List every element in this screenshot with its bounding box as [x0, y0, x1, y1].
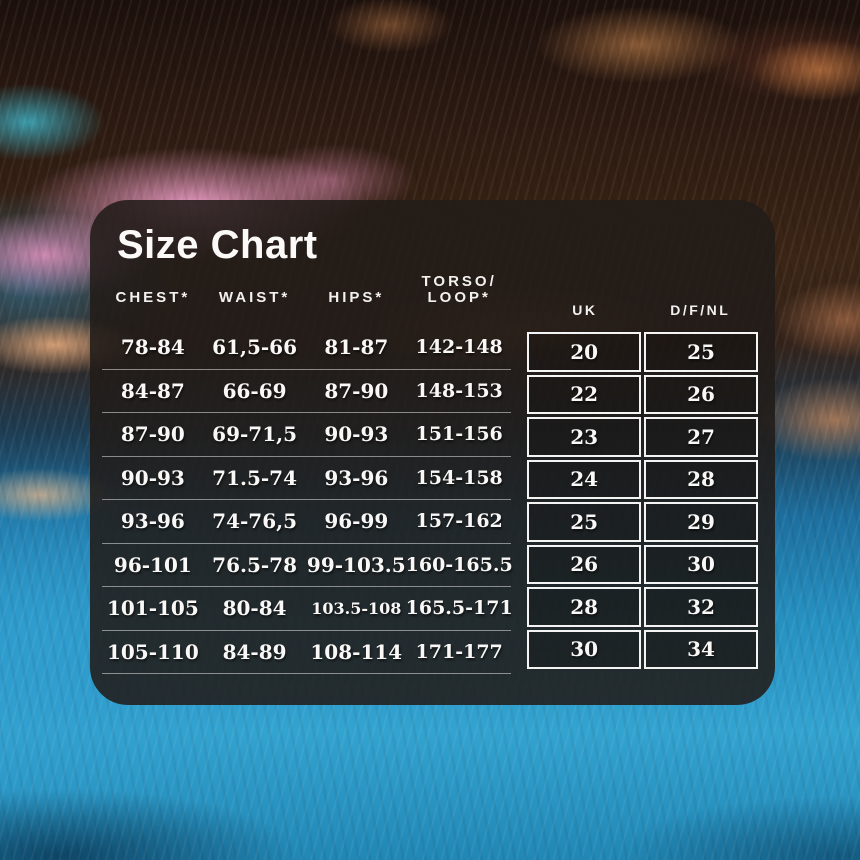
chest-value: 93-96 [102, 500, 204, 544]
torso-loop-column: TORSO/ LOOP* 142-148 148-153 151-156 154… [406, 270, 513, 674]
uk-size-cell: 28 [527, 587, 642, 627]
hips-value: 96-99 [305, 500, 408, 544]
uk-header: UK [572, 302, 598, 318]
hips-value: 93-96 [305, 457, 408, 500]
torso-header-line2: LOOP* [427, 289, 491, 306]
waist-value: 76.5-78 [203, 544, 306, 587]
hips-value: 103.5-108 [305, 587, 408, 631]
dfnl-size-cell: 26 [644, 374, 758, 414]
uk-size-cell: 22 [527, 374, 642, 414]
waist-value: 84-89 [203, 631, 306, 674]
size-chart-panel: Size Chart CHEST* 78-84 84-87 87-90 90-9… [90, 200, 775, 705]
size-table: UK D/F/NL 20 25 22 26 23 27 24 28 25 29 … [527, 270, 758, 674]
hips-column: HIPS* 81-87 87-90 90-93 93-96 96-99 99-1… [305, 270, 408, 674]
uk-size-cell: 25 [527, 502, 642, 542]
dfnl-size-cell: 25 [644, 332, 758, 372]
torso-loop-value: 171-177 [407, 631, 512, 674]
hips-value: 99-103.5 [305, 544, 408, 587]
page-title: Size Chart [117, 223, 318, 267]
size-table-grid: 20 25 22 26 23 27 24 28 25 29 26 30 28 3… [527, 332, 758, 669]
hips-header: HIPS* [305, 270, 407, 326]
chest-value: 96-101 [102, 544, 204, 587]
dfnl-size-cell: 32 [644, 587, 758, 627]
chest-value: 78-84 [102, 326, 204, 370]
chest-value: 84-87 [102, 370, 204, 413]
waist-value: 61,5-66 [203, 326, 306, 370]
waist-value: 66-69 [203, 370, 306, 413]
hips-value: 108-114 [305, 631, 408, 674]
chest-column: CHEST* 78-84 84-87 87-90 90-93 93-96 96-… [102, 270, 204, 674]
waist-column: WAIST* 61,5-66 66-69 69-71,5 71.5-74 74-… [203, 270, 306, 674]
torso-loop-value: 154-158 [407, 457, 512, 500]
torso-loop-value: 142-148 [407, 326, 512, 370]
torso-loop-value: 148-153 [407, 370, 512, 413]
size-table-header-row: UK D/F/NL [527, 270, 758, 326]
hips-value: 90-93 [305, 413, 408, 457]
waist-value: 74-76,5 [203, 500, 306, 544]
torso-header-line1: TORSO/ [421, 273, 497, 290]
waist-header: WAIST* [204, 270, 306, 326]
dfnl-header: D/F/NL [670, 302, 731, 318]
waist-value: 80-84 [203, 587, 306, 631]
dfnl-size-cell: 27 [644, 417, 758, 457]
chest-value: 105-110 [102, 631, 204, 674]
chest-header: CHEST* [102, 270, 204, 326]
waist-value: 71.5-74 [203, 457, 306, 500]
torso-loop-header: TORSO/ LOOP* [407, 270, 511, 326]
torso-loop-value: 160-165.5 [406, 544, 513, 587]
waist-header-label: WAIST* [218, 289, 291, 306]
chest-value: 101-105 [102, 587, 204, 631]
dfnl-size-cell: 30 [644, 544, 758, 584]
hips-value: 81-87 [305, 326, 408, 370]
hips-value: 87-90 [305, 370, 408, 413]
chest-value: 87-90 [102, 413, 204, 457]
torso-loop-value: 165.5-171 [406, 587, 513, 631]
torso-loop-value: 151-156 [407, 413, 512, 457]
chest-header-label: CHEST* [115, 289, 191, 306]
uk-size-cell: 24 [527, 459, 642, 499]
waist-value: 69-71,5 [203, 413, 306, 457]
uk-size-cell: 30 [527, 629, 642, 669]
uk-size-cell: 20 [527, 332, 642, 372]
hips-header-label: HIPS* [328, 289, 385, 306]
uk-size-cell: 23 [527, 417, 642, 457]
dfnl-size-cell: 34 [644, 629, 758, 669]
size-chart-content: CHEST* 78-84 84-87 87-90 90-93 93-96 96-… [102, 270, 758, 674]
uk-size-cell: 26 [527, 544, 642, 584]
dfnl-size-cell: 29 [644, 502, 758, 542]
chest-value: 90-93 [102, 457, 204, 500]
torso-loop-value: 157-162 [407, 500, 512, 544]
dfnl-size-cell: 28 [644, 459, 758, 499]
